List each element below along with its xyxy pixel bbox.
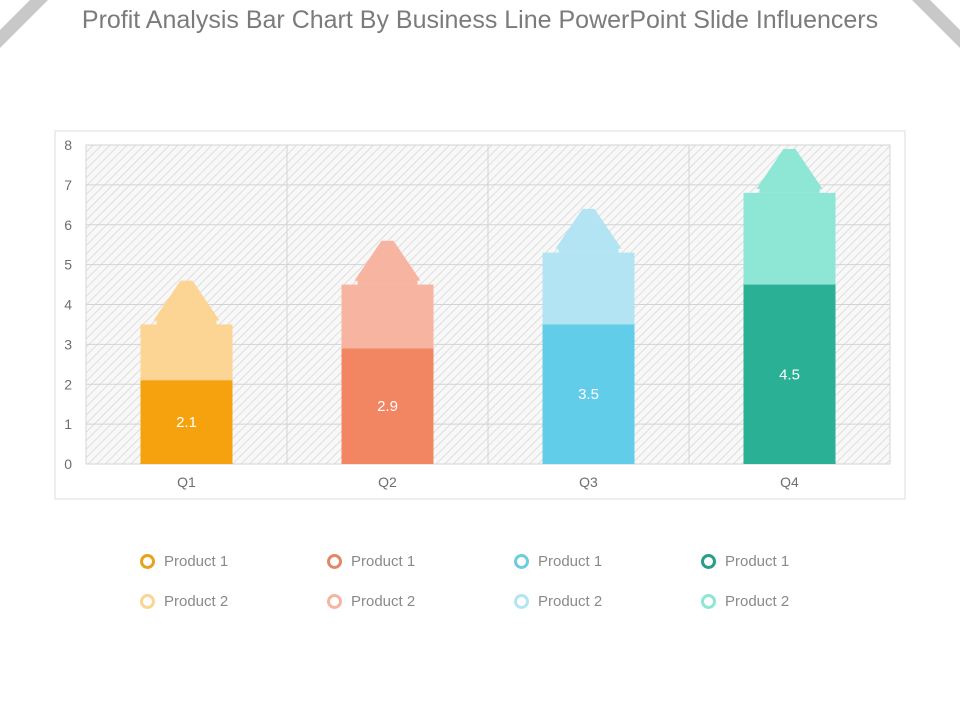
legend-label: Product 2 [538,592,603,610]
legend-circle-icon [140,593,155,609]
y-tick-label: 0 [64,456,72,472]
legend-label: Product 2 [725,592,790,610]
y-tick-label: 8 [64,137,72,153]
slide-title: Profit Analysis Bar Chart By Business Li… [81,6,879,34]
arrow-head-q2 [354,240,421,285]
legend-label: Product 1 [538,552,603,570]
legend-circle-icon [140,553,155,569]
bar-product-1-q3 [542,324,635,464]
legend-item-product-1: Product 1 [514,550,602,572]
bar-product-1-q2 [341,348,434,464]
y-tick-label: 3 [64,336,72,352]
bar-product-2-q3 [542,252,635,325]
legend-circle-icon [327,553,342,569]
bar-product-2-q1 [140,324,233,381]
bar-product-1-q4 [743,284,836,464]
x-tick-label-q3: Q3 [579,474,598,490]
corner-decoration-right [880,0,960,80]
legend-label: Product 2 [351,592,416,610]
legend-label: Product 1 [164,552,229,570]
data-label-q1: 2.1 [176,414,197,431]
corner-decoration-left [0,0,80,80]
legend-item-product-1: Product 1 [701,550,789,572]
data-label-q3: 3.5 [578,386,599,403]
legend-circle-icon [701,553,716,569]
bar-product-2-q2 [341,284,434,349]
legend-item-product-2: Product 2 [327,590,415,612]
legend-label: Product 1 [351,552,416,570]
legend-item-product-2: Product 2 [140,590,228,612]
legend-label: Product 1 [725,552,790,570]
legend-item-product-1: Product 1 [327,550,415,572]
bar-product-1-q1 [140,380,233,464]
y-tick-label: 5 [64,257,72,273]
arrow-head-q3 [555,208,622,253]
legend-circle-icon [701,593,716,609]
y-tick-label: 7 [64,177,72,193]
legend-item-product-2: Product 2 [514,590,602,612]
arrow-head-q4 [756,149,823,193]
x-tick-label-q2: Q2 [378,474,397,490]
legend-label: Product 2 [164,592,229,610]
legend-circle-icon [327,593,342,609]
arrow-head-q1 [153,280,220,325]
legend-item-product-2: Product 2 [701,590,789,612]
y-tick-label: 2 [64,376,72,392]
y-tick-label: 6 [64,217,72,233]
x-tick-label-q4: Q4 [780,474,799,490]
y-tick-label: 1 [64,416,72,432]
y-tick-label: 4 [64,297,72,313]
data-label-q4: 4.5 [779,366,800,383]
x-tick-label-q1: Q1 [177,474,196,490]
data-label-q2: 2.9 [377,398,398,415]
bar-product-2-q4 [743,192,836,285]
legend-circle-icon [514,553,529,569]
legend-circle-icon [514,593,529,609]
legend-item-product-1: Product 1 [140,550,228,572]
